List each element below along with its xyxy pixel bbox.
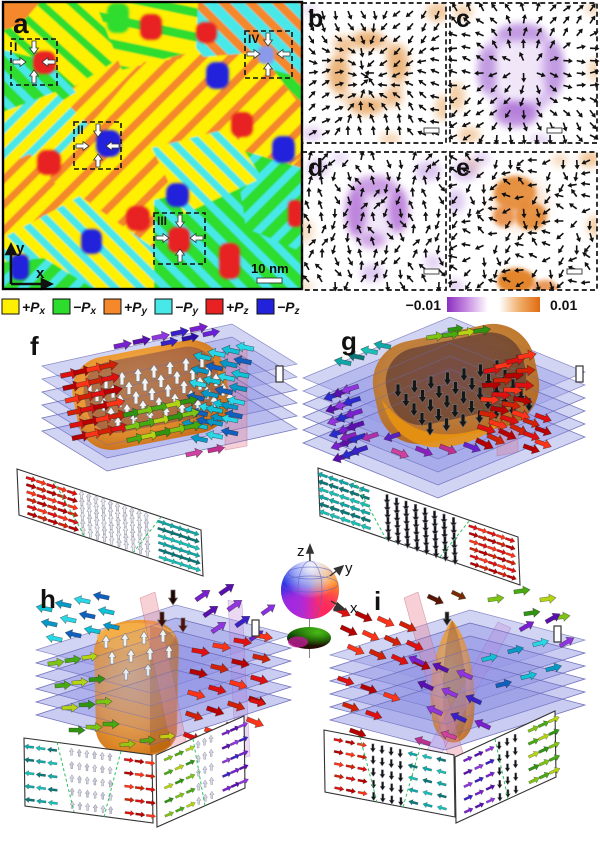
svg-text:−Pz: −Pz [277, 299, 300, 317]
svg-text:0.01: 0.01 [550, 297, 577, 313]
svg-text:d: d [308, 154, 323, 182]
svg-text:z: z [297, 543, 305, 560]
svg-text:e: e [456, 154, 470, 182]
svg-text:−0.01: −0.01 [406, 297, 442, 313]
svg-text:c: c [456, 5, 470, 33]
svg-text:x: x [36, 265, 45, 282]
svg-text:y: y [345, 560, 353, 577]
svg-text:a: a [13, 8, 29, 39]
svg-text:h: h [40, 584, 56, 614]
svg-text:I: I [14, 40, 17, 54]
svg-text:y: y [16, 240, 25, 257]
svg-text:III: III [157, 214, 167, 228]
svg-text:10 nm: 10 nm [251, 261, 289, 276]
svg-text:g: g [341, 326, 357, 356]
svg-text:i: i [374, 586, 381, 616]
svg-text:IV: IV [248, 32, 259, 46]
svg-text:x: x [350, 600, 358, 617]
svg-text:f: f [30, 331, 39, 361]
svg-text:+Pz: +Pz [226, 299, 249, 317]
svg-text:II: II [77, 123, 84, 137]
svg-text:b: b [308, 5, 323, 33]
